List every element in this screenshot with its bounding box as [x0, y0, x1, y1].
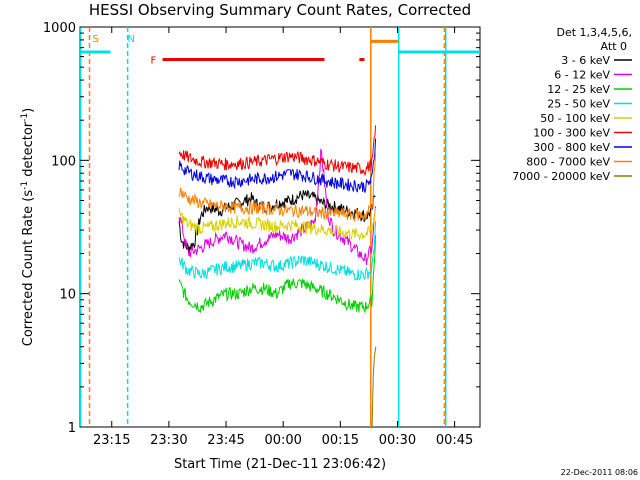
series-line-8 — [371, 346, 377, 428]
y-axis-label-end: ) — [21, 108, 36, 113]
legend-header-2: Att 0 — [601, 40, 627, 53]
legend-label-7: 800 - 7000 keV — [526, 156, 610, 169]
legend: Det 1,3,4,5,6, Att 0 3 - 6 keV 6 - 12 keV… — [512, 26, 632, 183]
y-axis-label-mid: detector — [21, 121, 36, 181]
x-axis-ticks: 23:15 23:30 23:45 00:00 00:15 00:30 00:45 — [93, 27, 473, 448]
legend-label-6: 300 - 800 keV — [533, 141, 610, 154]
x-axis-label: Start Time (21-Dec-11 23:06:42) — [174, 457, 386, 472]
y-tick-label-0: 1 — [68, 421, 76, 436]
legend-header-1: Det 1,3,4,5,6, — [556, 26, 632, 39]
y-tick-label-2: 100 — [51, 154, 76, 169]
legend-label-3: 25 - 50 keV — [547, 98, 610, 111]
series-line-3 — [178, 220, 377, 281]
y-axis-label: Corrected Count Rate (s-1 detector-1) — [20, 108, 36, 346]
y-axis-label-exp1: -1 — [20, 181, 30, 190]
legend-label-0: 3 - 6 keV — [561, 54, 610, 67]
x-tick-label-1: 23:30 — [150, 433, 187, 448]
y-tick-label-3: 1000 — [43, 21, 76, 36]
x-tick-label-4: 00:15 — [322, 433, 359, 448]
vertical-markers — [79, 27, 447, 427]
marker-label-1: N — [127, 34, 134, 45]
legend-label-1: 6 - 12 keV — [554, 69, 610, 82]
x-tick-label-2: 23:45 — [207, 433, 244, 448]
legend-label-8: 7000 - 20000 keV — [512, 170, 610, 183]
series-line-7 — [178, 149, 377, 222]
series-line-6 — [178, 138, 377, 193]
series-lines — [178, 125, 377, 428]
y-axis-label-exp2: -1 — [20, 113, 30, 122]
series-line-5 — [178, 125, 377, 177]
chart-title: HESSI Observing Summary Count Rates, Cor… — [89, 1, 471, 19]
x-tick-label-0: 23:15 — [93, 433, 130, 448]
flag-bar-label-0: F — [151, 56, 157, 67]
y-axis-label-base: Corrected Count Rate (s — [21, 190, 36, 347]
legend-label-2: 12 - 25 keV — [547, 83, 610, 96]
status-bars: F — [80, 39, 480, 67]
x-tick-label-6: 00:45 — [436, 433, 473, 448]
y-axis-ticks: 1 10 100 1000 — [43, 21, 480, 436]
y-tick-label-1: 10 — [59, 288, 76, 303]
legend-label-5: 100 - 300 keV — [533, 127, 610, 140]
series-line-1 — [178, 148, 377, 266]
series-line-4 — [178, 207, 377, 241]
x-tick-label-3: 00:00 — [264, 433, 301, 448]
x-tick-label-5: 00:30 — [379, 433, 416, 448]
series-line-2 — [178, 234, 377, 314]
marker-label-0: S — [93, 34, 99, 45]
legend-label-4: 50 - 100 keV — [540, 112, 610, 125]
date-stamp: 22-Dec-2011 08:06 — [561, 468, 638, 477]
